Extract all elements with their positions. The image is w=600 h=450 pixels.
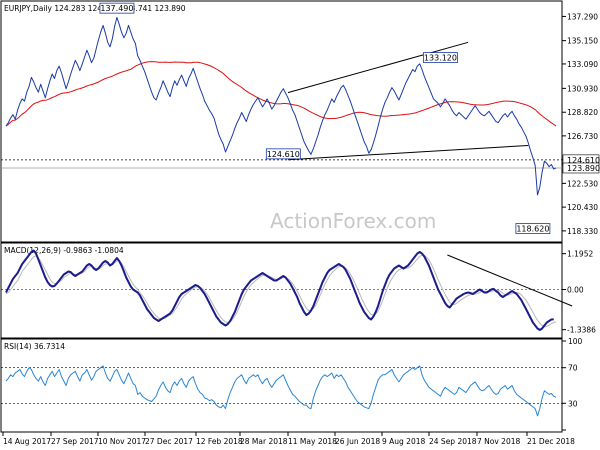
rsi-y-tick-label: 30 <box>568 399 578 408</box>
price-y-tick-label: 126.730 <box>567 132 598 141</box>
annotation-label: 118.620 <box>516 225 549 234</box>
macd-y-tick-label: 1.1952 <box>567 250 593 259</box>
price-panel-frame <box>0 0 563 243</box>
macd-panel: MACD(12,26,9) -0.9863 -1.0804 1.1952 0.00… <box>0 242 596 339</box>
x-tick-label: 11 May 2018 <box>288 437 337 446</box>
annotation-box <box>99 2 135 14</box>
macd-trendline <box>447 254 573 307</box>
price-annotation: 118.620 <box>515 223 551 234</box>
price-y-tick-label: 133.090 <box>567 60 598 69</box>
x-tick-label: 7 Nov 2018 <box>477 437 520 446</box>
price-annotation: 133.120 <box>423 52 458 63</box>
macd-y-tick-label: -1.3386 <box>567 326 596 335</box>
annotation-label: 133.120 <box>424 54 457 63</box>
price-y-tick-label: 137.290 <box>567 12 598 21</box>
macd-lines <box>1 249 573 331</box>
rsi-y-tick-label: 70 <box>568 364 578 373</box>
annotation-box <box>423 52 458 63</box>
rsi-line <box>5 365 557 417</box>
moving-average-line <box>5 61 557 127</box>
rsi-panel-header: RSI(14) 36.7314 <box>4 342 65 351</box>
rsi-lines <box>1 365 562 417</box>
price-badge: 123.890 <box>562 162 600 174</box>
price-lines <box>1 16 562 196</box>
price-y-tick-label: 128.820 <box>567 108 598 117</box>
price-y-tick-label: 135.150 <box>567 37 598 46</box>
rsi-y-axis: 100 70 30 <box>562 337 583 431</box>
macd-panel-frame <box>0 242 563 339</box>
macd-line <box>5 249 554 331</box>
price-annotations: 137.490133.120124.610118.620124.610123.8… <box>99 2 600 234</box>
price-y-axis: 137.290 135.150 133.090 130.930 128.820 126.7… <box>562 12 598 236</box>
annotation-box <box>265 148 301 160</box>
x-tick-label: 12 Feb 2018 <box>196 437 243 446</box>
neckline-trendline <box>287 144 529 161</box>
price-line <box>5 16 557 196</box>
annotation-box <box>515 223 551 234</box>
price-annotation: 137.490 <box>99 2 135 14</box>
price-panel-header: EURJPY,Daily 124.283 124.356 123.741 123… <box>4 4 186 13</box>
x-tick-label: 14 Aug 2017 <box>3 437 51 446</box>
price-badge-label: 124.610 <box>567 156 600 165</box>
x-tick-label: 9 Aug 2018 <box>382 437 425 446</box>
x-tick-label: 26 Jun 2018 <box>335 437 380 446</box>
rsi-panel: RSI(14) 36.7314 100 70 30 <box>0 337 583 433</box>
rsi-y-tick-label: 100 <box>568 337 583 346</box>
price-badge-label: 123.890 <box>567 164 600 173</box>
macd-panel-header: MACD(12,26,9) -0.9863 -1.0804 <box>4 246 124 255</box>
upper-trendline <box>287 41 469 94</box>
annotation-label: 124.610 <box>267 150 300 159</box>
price-annotation: 124.610 <box>265 148 301 160</box>
price-y-tick-label: 130.930 <box>567 84 598 93</box>
x-tick-label: 21 Dec 2018 <box>527 437 575 446</box>
x-tick-label: 24 Sep 2018 <box>429 437 477 446</box>
x-tick-label: 27 Dec 2017 <box>145 437 193 446</box>
x-tick-label: 28 Mar 2018 <box>240 437 288 446</box>
x-tick-label: 27 Sep 2017 <box>51 437 99 446</box>
x-tick-label: 10 Nov 2017 <box>98 437 146 446</box>
price-y-tick-label: 120.430 <box>567 203 598 212</box>
price-y-tick-label: 118.330 <box>567 227 598 236</box>
macd-y-axis: 1.1952 0.00 -1.3386 <box>562 250 596 335</box>
price-panel: EURJPY,Daily 124.283 124.356 123.741 123… <box>0 0 600 243</box>
price-y-tick-label: 122.530 <box>567 179 598 188</box>
macd-y-tick-label: 0.00 <box>567 286 584 295</box>
watermark: ActionForex.com <box>270 209 436 233</box>
price-badge-box <box>562 162 600 174</box>
annotation-label: 137.490 <box>100 4 133 13</box>
rsi-panel-frame <box>0 338 563 433</box>
